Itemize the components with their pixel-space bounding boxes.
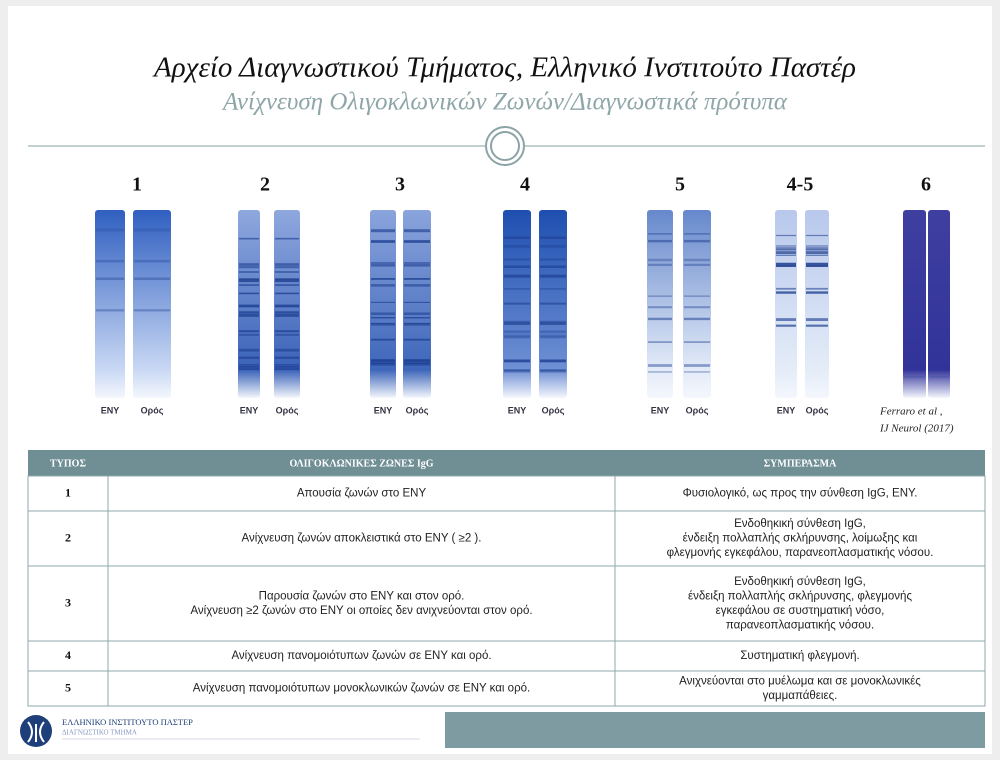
row-type: 4 xyxy=(65,648,71,662)
cell-text: ένδειξη πολλαπλής σκλήρυνσης, φλεγμονής xyxy=(688,590,912,602)
cell-text: Συστηματική φλεγμονή. xyxy=(740,650,859,662)
gel-lane xyxy=(370,210,396,398)
row-type: 3 xyxy=(65,595,71,609)
gel xyxy=(238,210,300,398)
cell-text: ένδειξη πολλαπλής σκλήρυνσης, λοίμωξης κ… xyxy=(683,533,918,545)
cell-text: γαμμαπάθειες. xyxy=(763,690,838,702)
table-row xyxy=(27,475,986,512)
lane-label: Ορός xyxy=(141,405,164,415)
gel-number: 3 xyxy=(395,174,405,196)
cell-text: Απουσία ζωνών στο ΕΝΥ xyxy=(297,488,427,500)
footer-department: ΔΙΑΓΝΩΣΤΙΚΟ ΤΜΗΜΑ xyxy=(62,729,137,737)
lane-label: Ορός xyxy=(542,405,565,415)
gel-number: 5 xyxy=(675,174,685,196)
gel xyxy=(370,210,431,398)
subtitle: Ανίχνευση Ολιγοκλωνικών Ζωνών/Διαγνωστικ… xyxy=(221,89,788,116)
cell-text: φλεγμονής εγκεφάλου, παρανεοπλασματικής … xyxy=(667,547,934,559)
table-row xyxy=(27,640,986,672)
table-row xyxy=(27,510,986,567)
cell-text: Ανίχνευση πανομοιότυπων ζωνών σε ΕΝΥ και… xyxy=(231,650,491,662)
gel-lane xyxy=(775,210,797,398)
cell-text: Ανίχνευση πανομοιότυπων μονοκλωνικών ζων… xyxy=(193,683,530,695)
lane-label: ENY xyxy=(508,405,527,415)
citation: Ferraro et al , xyxy=(879,406,943,418)
cell-text: Παρουσία ζωνών στο ΕΝΥ και στον ορό. xyxy=(259,590,465,602)
gel-number: 2 xyxy=(260,174,270,196)
column-header: ΣΥΜΠΕΡΑΣΜΑ xyxy=(764,458,837,469)
lane-label: ENY xyxy=(651,405,670,415)
gel-lane xyxy=(647,210,673,398)
lane-label: ENY xyxy=(777,405,796,415)
gel xyxy=(95,210,171,398)
lane-label: Ορός xyxy=(406,405,429,415)
row-type: 1 xyxy=(65,485,71,499)
row-type: 2 xyxy=(65,530,71,544)
gel xyxy=(647,210,711,398)
cell-text: Ανίχνευση ζωνών αποκλειστικά στο ΕΝΥ ( ≥… xyxy=(242,533,482,545)
table-row xyxy=(27,670,986,707)
lane-label: ENY xyxy=(240,405,259,415)
table-header xyxy=(28,450,985,476)
gel-lane xyxy=(95,210,125,398)
row-type: 5 xyxy=(65,680,71,694)
footer-organization: ΕΛΛΗΝΙΚΟ ΙΝΣΤΙΤΟΥΤΟ ΠΑΣΤΕΡ xyxy=(62,717,193,727)
gel xyxy=(503,210,567,398)
gel-number: 4-5 xyxy=(787,174,814,196)
lane-label: ENY xyxy=(101,405,120,415)
column-header: ΟΛΙΓΟΚΛΩΝΙΚΕΣ ΖΩΝΕΣ IgG xyxy=(289,458,433,469)
gel-number: 4 xyxy=(520,174,530,196)
gel-number: 6 xyxy=(921,174,931,196)
footer-bar xyxy=(445,712,985,748)
citation: IJ Neurol (2017) xyxy=(879,423,954,435)
title: Αρχείο Διαγνωστικού Τμήματος, Ελληνικό Ι… xyxy=(152,52,856,84)
lane-label: ENY xyxy=(374,405,393,415)
gel-lane xyxy=(928,210,950,398)
column-header: ΤΥΠΟΣ xyxy=(50,458,86,469)
gel-lane xyxy=(805,210,829,398)
cell-text: Φυσιολογικό, ως προς την σύνθεση IgG, ΕΝ… xyxy=(683,488,918,500)
cell-text: παρανεοπλασματικής νόσου. xyxy=(726,619,874,631)
cell-text: Ενδοθηκική σύνθεση IgG, xyxy=(734,576,866,588)
lane-label: Ορός xyxy=(276,405,299,415)
gel xyxy=(775,210,829,398)
logo xyxy=(20,715,52,747)
gel-lane xyxy=(683,210,711,398)
cell-text: Ανιχνεύονται στο μυέλωμα και σε μονοκλων… xyxy=(679,675,921,687)
cell-text: Ανίχνευση ≥2 ζωνών στο ΕΝΥ οι οποίες δεν… xyxy=(190,605,532,617)
gel xyxy=(903,210,950,398)
lane-label: Ορός xyxy=(806,405,829,415)
divider-ring xyxy=(490,131,520,161)
cell-text: Ενδοθηκική σύνθεση IgG, xyxy=(734,518,866,530)
gel-lane xyxy=(903,210,926,398)
gel-number: 1 xyxy=(132,174,142,196)
cell-text: εγκεφάλου σε συστηματική νόσο, xyxy=(716,605,885,617)
lane-label: Ορός xyxy=(686,405,709,415)
gel-lane xyxy=(133,210,171,398)
table-row xyxy=(27,565,986,642)
gel-lane xyxy=(403,210,431,398)
